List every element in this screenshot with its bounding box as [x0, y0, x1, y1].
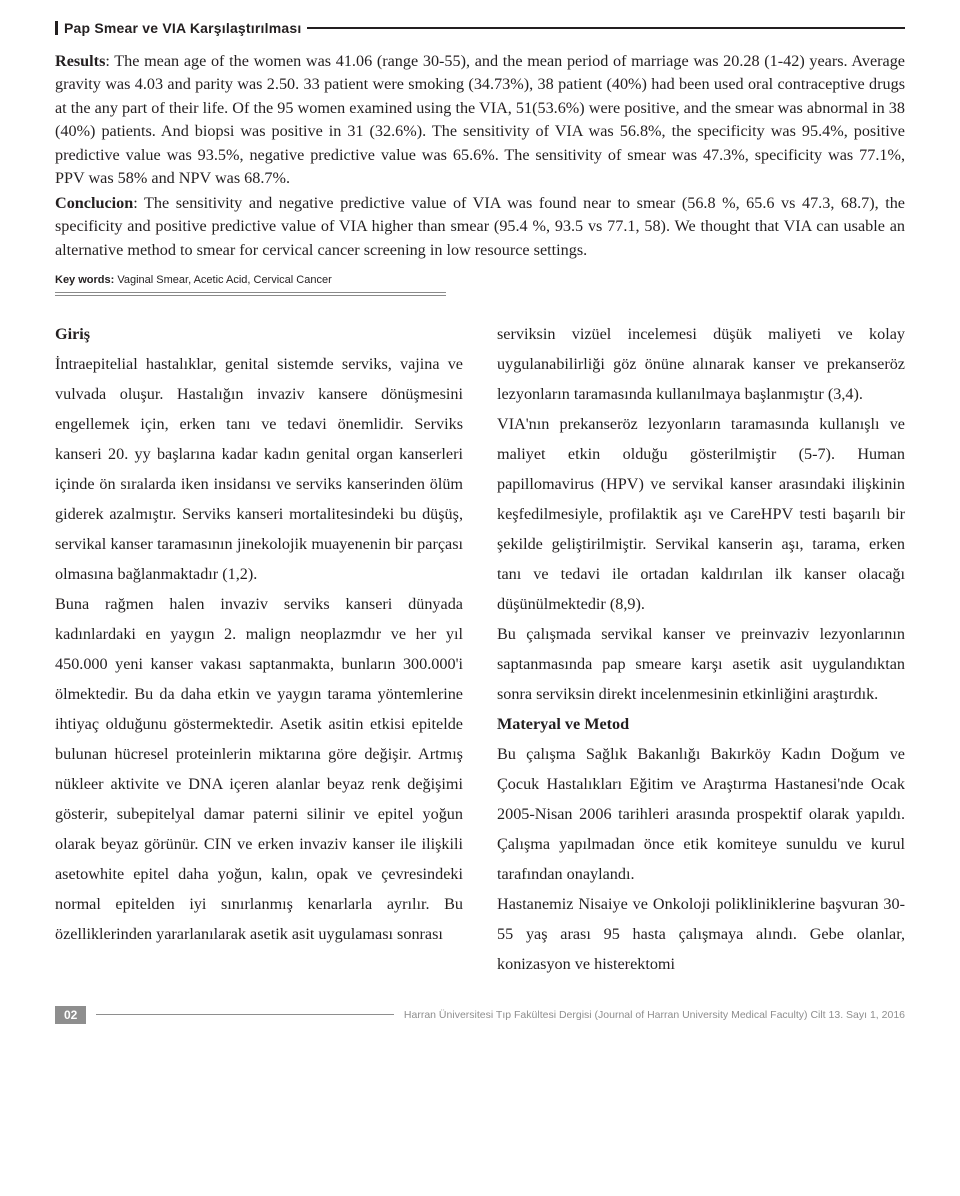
running-header: Pap Smear ve VIA Karşılaştırılması	[55, 20, 905, 36]
abstract-results: Results: The mean age of the women was 4…	[55, 50, 905, 191]
col2-p5: Hastanemiz Nisaiye ve Onkoloji poliklini…	[497, 890, 905, 980]
header-title: Pap Smear ve VIA Karşılaştırılması	[64, 20, 301, 36]
footer-journal: Harran Üniversitesi Tıp Fakültesi Dergis…	[404, 1009, 905, 1021]
keywords-row: Key words: Vaginal Smear, Acetic Acid, C…	[55, 274, 905, 286]
section-divider	[55, 292, 446, 296]
footer-rule	[96, 1014, 394, 1015]
col1-text: İntraepitelial hastalıklar, genital sist…	[55, 350, 463, 949]
page-number: 02	[55, 1006, 86, 1024]
column-right: serviksin vizüel incelemesi düşük maliye…	[497, 320, 905, 979]
body-columns: Giriş İntraepitelial hastalıklar, genita…	[55, 320, 905, 979]
col2-p2: VIA'nın prekanseröz lezyonların taraması…	[497, 410, 905, 620]
section-title-materyal: Materyal ve Metod	[497, 710, 905, 740]
col2-p3: Bu çalışmada servikal kanser ve preinvaz…	[497, 620, 905, 710]
header-tick	[55, 21, 58, 35]
abstract-conclusion: Conclucion: The sensitivity and negative…	[55, 192, 905, 262]
header-rule	[307, 27, 905, 29]
keywords-label: Key words:	[55, 274, 114, 286]
abstract-block: Results: The mean age of the women was 4…	[55, 50, 905, 262]
col2-p4: Bu çalışma Sağlık Bakanlığı Bakırköy Kad…	[497, 740, 905, 890]
page-footer: 02 Harran Üniversitesi Tıp Fakültesi Der…	[55, 1006, 905, 1024]
conclusion-text: : The sensitivity and negative predictiv…	[55, 194, 905, 259]
results-text: : The mean age of the women was 41.06 (r…	[55, 52, 905, 187]
col2-p1: serviksin vizüel incelemesi düşük maliye…	[497, 320, 905, 410]
results-label: Results	[55, 52, 105, 70]
section-title-giris: Giriş	[55, 320, 463, 350]
column-left: Giriş İntraepitelial hastalıklar, genita…	[55, 320, 463, 979]
conclusion-label: Conclucion	[55, 194, 133, 212]
keywords-text: Vaginal Smear, Acetic Acid, Cervical Can…	[114, 274, 331, 286]
